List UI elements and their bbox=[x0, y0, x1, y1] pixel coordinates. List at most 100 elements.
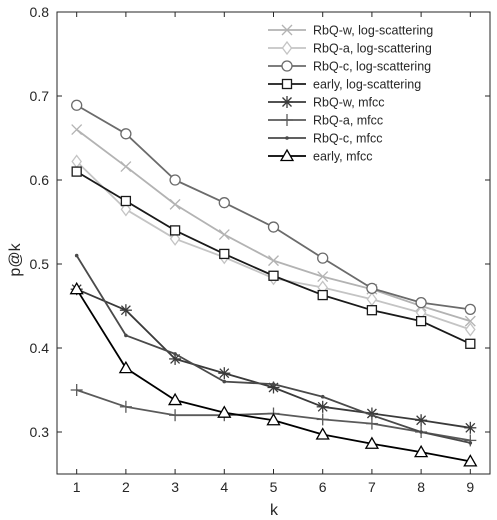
data-point bbox=[317, 252, 329, 264]
y-tick-label: 0.3 bbox=[30, 424, 50, 440]
axes: 1 2 3 4 5 6 7 8 9 0.3 0.4 0.5 0.6 0.7 0.8 bbox=[30, 4, 491, 495]
data-point bbox=[120, 195, 132, 207]
data-point bbox=[119, 304, 132, 317]
data-point bbox=[218, 197, 230, 209]
data-point bbox=[120, 161, 132, 173]
x-tick-label: 6 bbox=[319, 479, 327, 495]
y-tick-label: 0.6 bbox=[30, 172, 50, 188]
data-point bbox=[74, 253, 79, 258]
data-point bbox=[218, 229, 230, 241]
data-point bbox=[415, 414, 428, 427]
legend-marker bbox=[281, 114, 293, 126]
legend-label: RbQ-w, mfcc bbox=[313, 96, 385, 110]
data-point bbox=[169, 198, 181, 210]
x-tick-label: 7 bbox=[368, 479, 376, 495]
y-tick-label: 0.5 bbox=[30, 256, 50, 272]
data-point bbox=[70, 384, 83, 396]
legend-marker bbox=[281, 40, 293, 56]
data-point bbox=[268, 270, 279, 281]
legend-marker bbox=[285, 136, 289, 140]
data-point bbox=[169, 174, 181, 186]
legend-label: RbQ-a, log-scattering bbox=[313, 42, 432, 56]
legend-marker bbox=[281, 78, 293, 90]
data-point bbox=[218, 367, 231, 380]
data-point bbox=[316, 413, 329, 426]
data-point bbox=[169, 409, 182, 422]
data-point bbox=[120, 128, 132, 140]
y-tick-label: 0.8 bbox=[30, 4, 50, 20]
data-point bbox=[71, 99, 83, 111]
data-point bbox=[217, 405, 232, 418]
legend-label: RbQ-c, log-scattering bbox=[313, 60, 431, 74]
y-axis-label: p@k bbox=[7, 242, 24, 276]
data-point bbox=[366, 282, 378, 295]
data-point bbox=[71, 124, 83, 136]
legend-marker bbox=[281, 96, 293, 108]
data-point bbox=[71, 166, 82, 177]
series-line bbox=[76, 160, 471, 331]
data-point bbox=[463, 454, 478, 467]
series-line bbox=[75, 288, 471, 463]
x-tick-label: 5 bbox=[270, 479, 278, 495]
series-6 bbox=[74, 253, 473, 445]
data-point bbox=[118, 360, 134, 374]
data-point bbox=[315, 427, 330, 440]
legend-label: RbQ-c, mfcc bbox=[313, 132, 382, 146]
legend-marker bbox=[281, 24, 293, 36]
data-point bbox=[120, 202, 132, 217]
data-point bbox=[266, 412, 281, 426]
data-point bbox=[173, 352, 177, 356]
legend-item: RbQ-w, log-scattering bbox=[268, 24, 433, 38]
series-line bbox=[76, 170, 471, 345]
legend-label: RbQ-a, mfcc bbox=[313, 114, 383, 128]
data-point bbox=[464, 315, 476, 327]
data-point bbox=[320, 394, 325, 399]
data-point bbox=[370, 413, 374, 418]
legend-label: RbQ-w, log-scattering bbox=[313, 24, 433, 38]
data-point bbox=[364, 436, 380, 449]
x-tick-label: 2 bbox=[122, 479, 130, 495]
data-point bbox=[419, 430, 423, 434]
x-tick-label: 1 bbox=[73, 479, 81, 495]
x-tick-label: 3 bbox=[171, 479, 179, 495]
x-axis-label: k bbox=[270, 502, 279, 519]
legend: RbQ-w, log-scattering RbQ-a, log-scatteri… bbox=[268, 24, 433, 164]
legend-item: early, mfcc bbox=[268, 148, 373, 164]
data-point bbox=[267, 221, 280, 233]
data-point bbox=[169, 225, 181, 236]
data-point bbox=[316, 400, 329, 413]
series-1 bbox=[71, 154, 476, 337]
data-point bbox=[366, 292, 378, 307]
legend-item: early, log-scattering bbox=[268, 78, 421, 92]
legend-item: RbQ-a, log-scattering bbox=[268, 40, 432, 56]
data-point bbox=[268, 255, 279, 267]
x-tick-label: 4 bbox=[220, 479, 228, 495]
series-2 bbox=[71, 99, 476, 316]
data-point bbox=[167, 392, 183, 406]
x-tick-label: 8 bbox=[417, 479, 425, 495]
x-tick-label: 9 bbox=[466, 479, 474, 495]
data-point bbox=[222, 379, 227, 384]
data-point bbox=[271, 382, 276, 386]
legend-marker bbox=[279, 148, 295, 162]
data-point bbox=[468, 441, 473, 445]
data-point bbox=[464, 421, 477, 434]
data-point bbox=[415, 315, 427, 327]
data-point bbox=[69, 281, 84, 295]
y-tick-label: 0.7 bbox=[30, 88, 50, 104]
data-point bbox=[415, 296, 427, 309]
series-3 bbox=[71, 166, 476, 349]
legend-marker bbox=[281, 60, 293, 72]
data-point bbox=[365, 417, 378, 430]
data-point bbox=[317, 289, 328, 301]
data-point bbox=[413, 444, 429, 458]
legend-label: early, log-scattering bbox=[313, 78, 421, 92]
data-point bbox=[124, 333, 128, 338]
series-lines bbox=[69, 99, 478, 467]
legend-item: RbQ-w, mfcc bbox=[268, 96, 385, 110]
legend-item: RbQ-a, mfcc bbox=[268, 114, 383, 128]
data-point bbox=[169, 231, 181, 246]
y-tick-label: 0.4 bbox=[30, 340, 50, 356]
data-point bbox=[317, 271, 329, 283]
